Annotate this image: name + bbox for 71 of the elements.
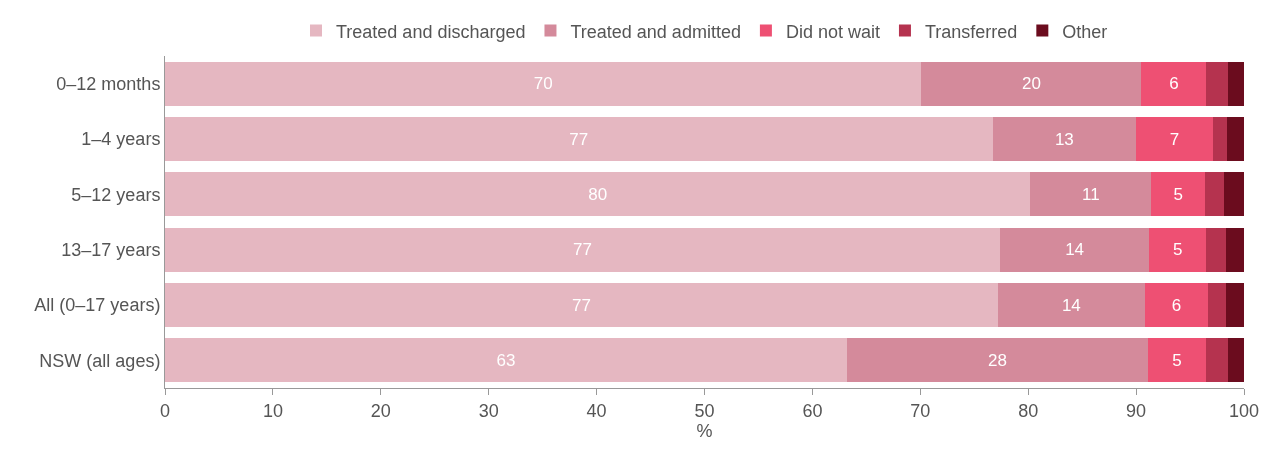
data-label: 63 xyxy=(496,350,516,370)
y-tick-label: NSW (all ages) xyxy=(39,350,161,371)
x-tick-label: 10 xyxy=(262,400,283,421)
bar xyxy=(1226,116,1244,162)
legend-label: Did not wait xyxy=(785,21,880,42)
x-tick-label: 30 xyxy=(478,400,499,421)
bar xyxy=(165,61,922,106)
data-label: 80 xyxy=(588,184,608,204)
data-label: 6 xyxy=(1169,74,1179,94)
x-tick-label: 20 xyxy=(370,400,391,421)
data-label: 7 xyxy=(1169,129,1180,149)
bar xyxy=(1136,116,1213,162)
bar xyxy=(1206,227,1226,272)
bar xyxy=(1208,282,1226,328)
legend-label: Transferred xyxy=(924,21,1018,42)
bar xyxy=(1151,172,1206,217)
bar xyxy=(1206,61,1228,106)
data-label: 14 xyxy=(1065,240,1085,260)
x-tick-label: 0 xyxy=(159,400,171,421)
bar xyxy=(1223,172,1244,217)
bar xyxy=(1205,172,1224,217)
data-label: 11 xyxy=(1081,184,1100,204)
y-tick-label: 5–12 years xyxy=(71,184,161,205)
x-tick-label: 90 xyxy=(1126,400,1147,421)
bar xyxy=(1206,338,1228,383)
data-label: 28 xyxy=(987,350,1007,370)
bar xyxy=(1144,282,1209,328)
x-axis-title: % xyxy=(696,420,713,441)
bar xyxy=(165,338,847,383)
x-tick-label: 80 xyxy=(1018,400,1039,421)
legend-label: Treated and admitted xyxy=(570,21,741,42)
bar xyxy=(165,172,1031,217)
bar xyxy=(1225,282,1244,328)
data-label: 13 xyxy=(1054,129,1074,149)
data-label: 77 xyxy=(572,295,591,315)
bar xyxy=(997,282,1145,328)
bar xyxy=(1147,338,1207,383)
data-label: 5 xyxy=(1173,184,1183,204)
bar xyxy=(1000,227,1150,272)
data-label: 5 xyxy=(1172,240,1183,260)
data-label: 20 xyxy=(1021,74,1041,94)
bar xyxy=(1225,227,1244,272)
bar xyxy=(992,116,1137,162)
y-tick-label: All (0–17 years) xyxy=(34,295,161,316)
data-label: 5 xyxy=(1172,350,1182,370)
legend-label: Other xyxy=(1062,21,1108,42)
bar xyxy=(921,61,1142,106)
bar xyxy=(1212,116,1227,162)
data-label: 70 xyxy=(533,74,553,94)
x-tick-label: 40 xyxy=(586,400,607,421)
x-tick-label: 50 xyxy=(694,400,715,421)
x-tick-label: 70 xyxy=(910,400,931,421)
bar xyxy=(165,227,1001,272)
x-tick-label: 60 xyxy=(802,400,823,421)
y-tick-label: 1–4 years xyxy=(81,129,161,150)
bar xyxy=(165,282,998,328)
bar xyxy=(1141,61,1207,106)
bar xyxy=(165,116,993,162)
data-label: 6 xyxy=(1171,295,1182,315)
bar xyxy=(1227,61,1244,106)
bar xyxy=(1149,227,1207,272)
data-label: 14 xyxy=(1061,295,1081,315)
y-tick-label: 13–17 years xyxy=(61,239,161,260)
legend-label: Treated and discharged xyxy=(336,21,526,42)
data-label: 77 xyxy=(573,240,593,260)
x-tick-label: 100 xyxy=(1228,400,1260,421)
y-tick-label: 0–12 months xyxy=(56,73,161,94)
data-label: 77 xyxy=(569,129,589,149)
bar xyxy=(1030,172,1152,217)
bar xyxy=(1227,338,1244,383)
bar xyxy=(846,338,1148,383)
